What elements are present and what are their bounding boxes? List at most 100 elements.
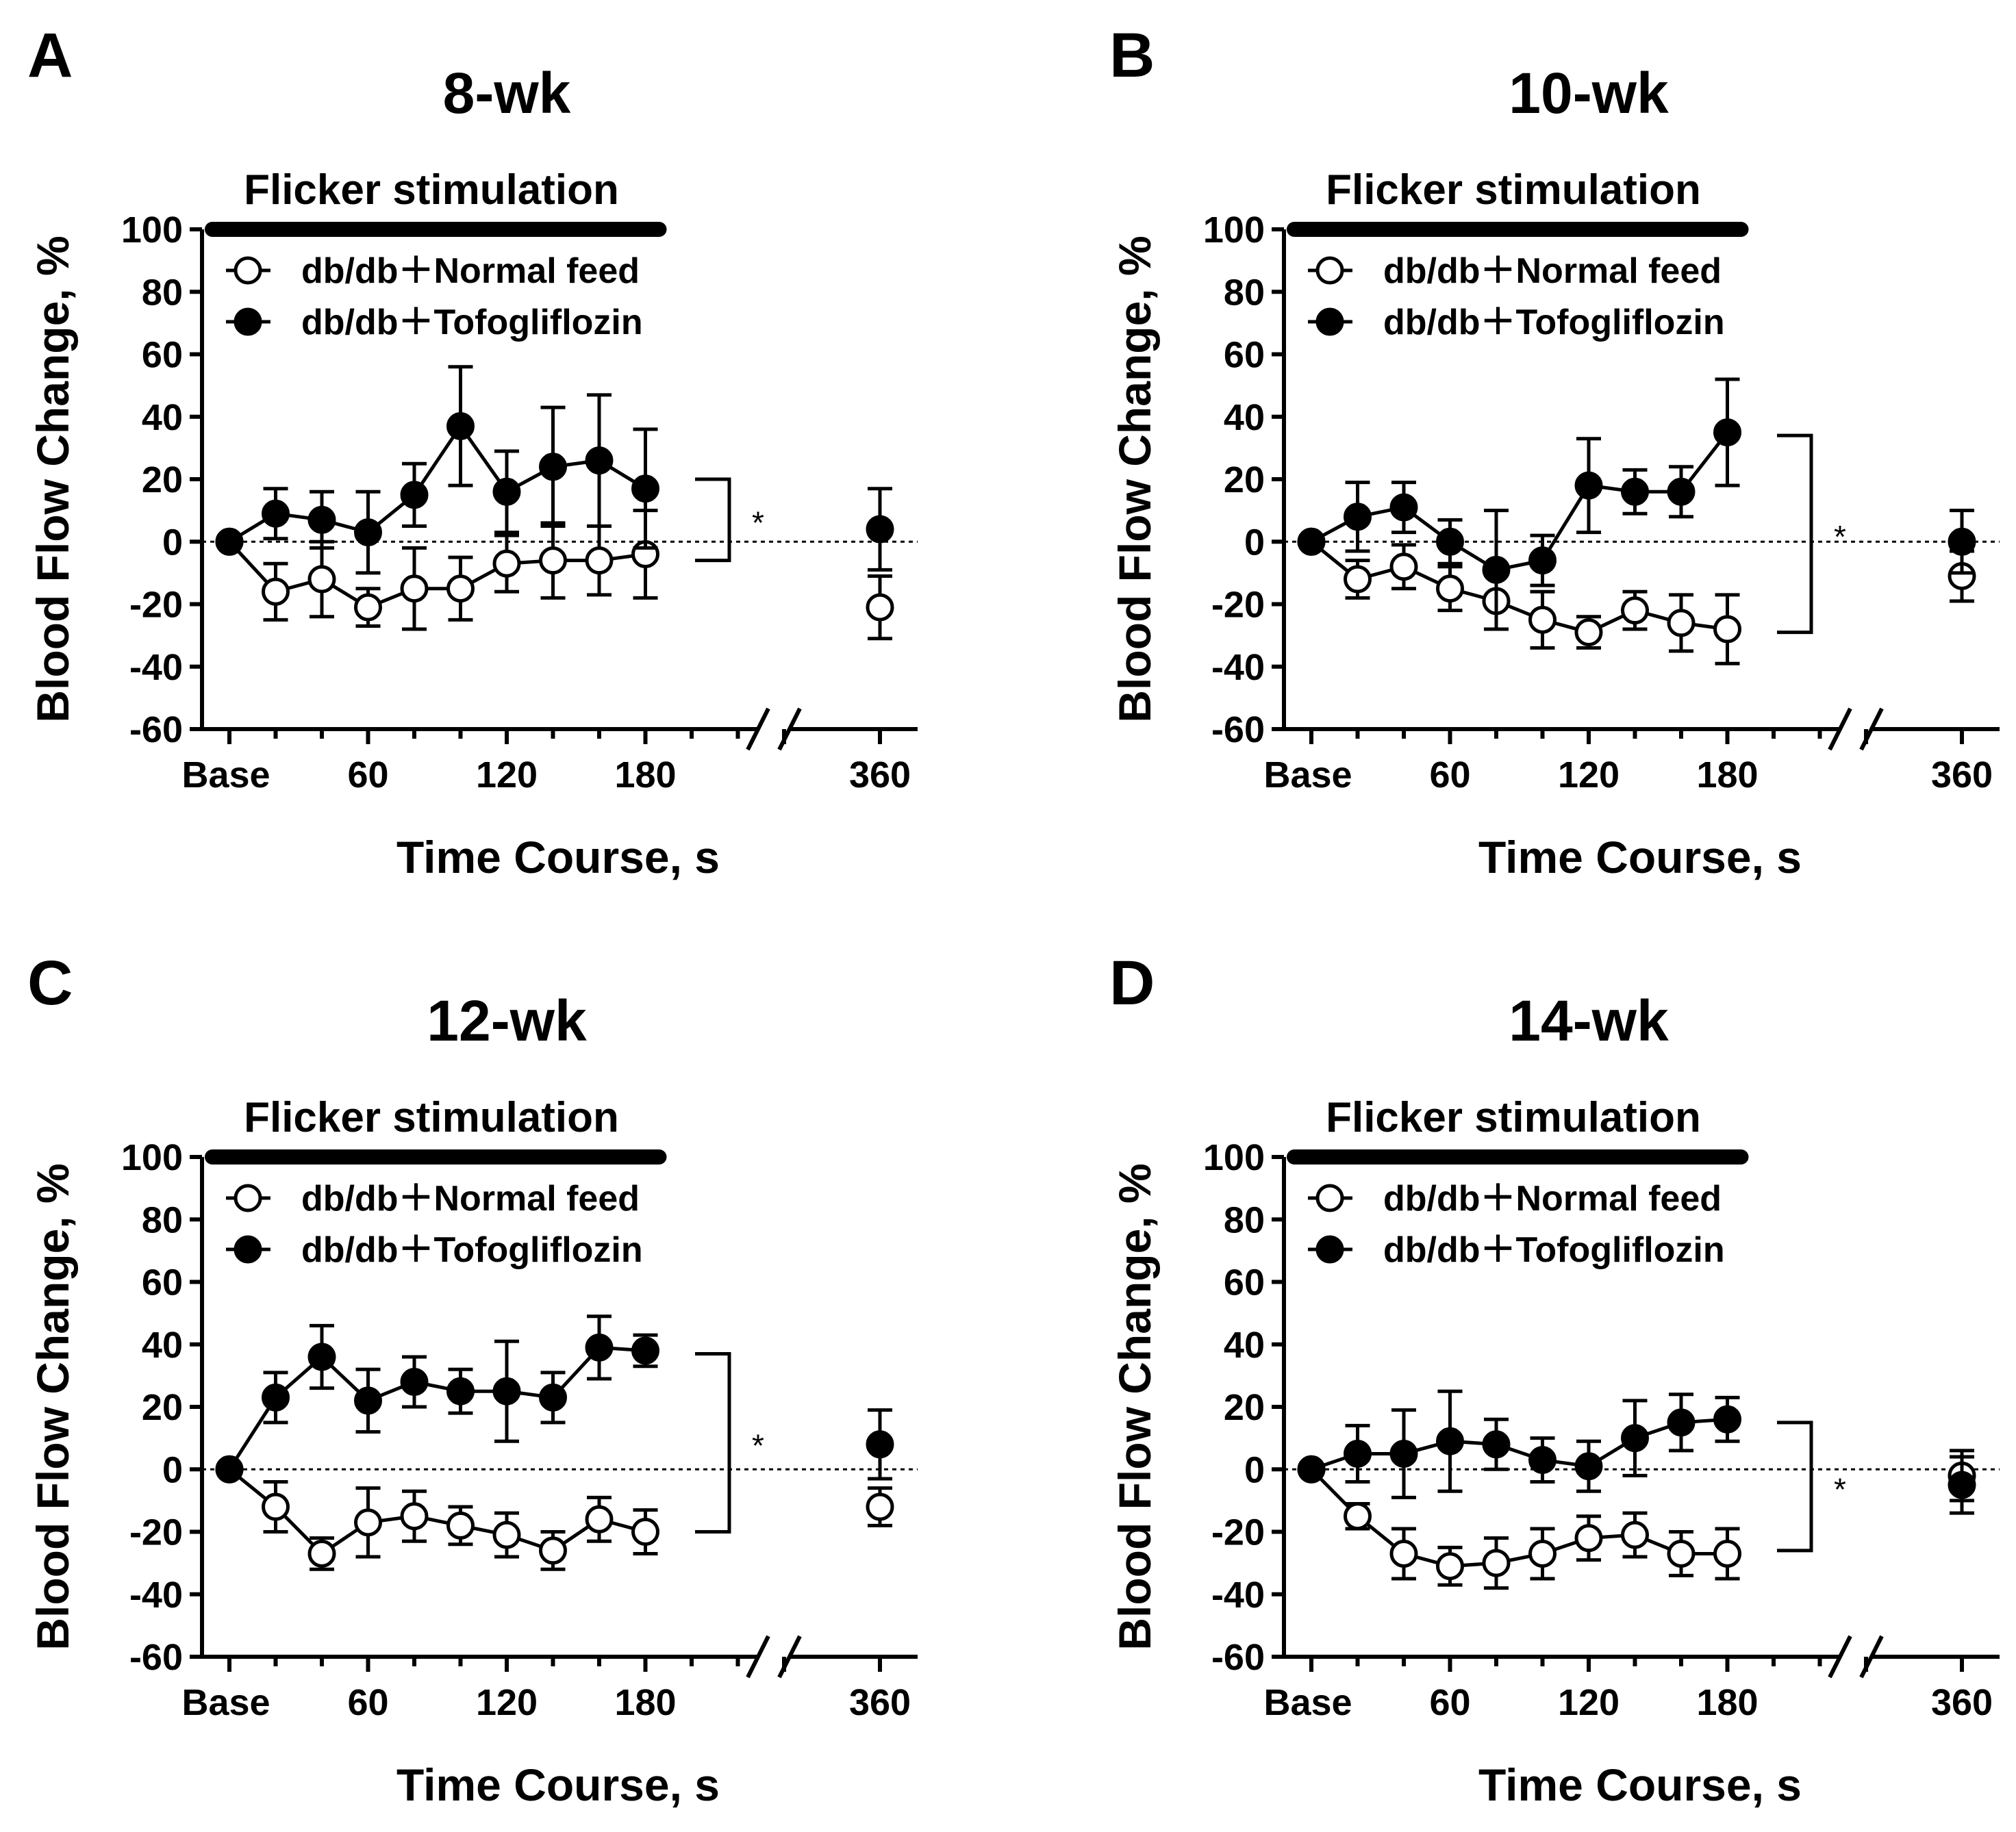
data-point-tofogliflozin [215,527,244,556]
significance-asterisk: * [1834,519,1846,555]
y-tick-label: 20 [1224,1387,1265,1428]
data-point-tofogliflozin [1297,1455,1326,1484]
y-tick-label: -20 [129,1512,183,1553]
y-axis-label: Blood Flow Change, % [27,236,78,722]
y-tick-label: 60 [1224,335,1265,376]
y-tick-label: 100 [121,1137,183,1178]
data-point-normal-feed [307,565,336,594]
y-tick-label: 60 [1224,1262,1265,1303]
data-point-tofogliflozin [1389,493,1418,522]
panel-title: 14-wk [1509,989,1669,1053]
x-tick-label: 180 [614,1682,676,1723]
data-point-normal-feed [1621,1521,1649,1549]
series-line-normal-feed [1310,1468,1728,1568]
y-axis-label: Blood Flow Change, % [27,1163,78,1650]
data-point-normal-feed-360s [866,1492,894,1521]
significance-bracket [695,477,731,563]
x-tick-label: 180 [1696,754,1758,796]
data-point-tofogliflozin [1667,1408,1696,1437]
x-tick-label: 120 [1558,754,1620,796]
x-tick-label: 60 [347,1682,388,1723]
data-point-tofogliflozin [1297,527,1326,556]
legend-entry: db/db＋Normal feed [301,251,640,291]
legend-entry: db/db＋Normal feed [1383,251,1722,291]
panel-title: 12-wk [427,989,587,1053]
data-point-tofogliflozin [1436,1427,1464,1455]
x-axis-label: Time Course, s [1478,1759,1802,1810]
y-tick-label: 100 [1203,1137,1265,1178]
data-point-normal-feed [1344,565,1372,594]
stimulation-label: Flicker stimulation [244,166,619,214]
data-point-tofogliflozin [1621,1424,1649,1453]
y-tick-label: 0 [162,1449,183,1490]
data-point-tofogliflozin [1713,1405,1741,1434]
data-point-tofogliflozin [446,411,475,440]
data-point-normal-feed [585,546,614,575]
y-tick-label: 80 [142,272,183,313]
data-point-tofogliflozin [354,1386,382,1415]
panel-b: B 10-wk Flicker stimulation -60 -40 -20 0 20 40 6… [1109,21,2000,882]
x-tick-label: 60 [347,754,388,796]
panel-letter: D [1109,948,1155,1018]
data-point-tofogliflozin-360s [1948,527,1976,556]
panel-letter: C [27,948,73,1018]
panel-letter: A [27,21,73,90]
y-tick-label: 20 [142,1387,183,1428]
data-point-tofogliflozin [539,453,567,481]
legend-filled-circle-marker [1315,307,1344,336]
x-axis-label: Time Course, s [396,1759,720,1810]
stimulation-label: Flicker stimulation [1326,1094,1701,1141]
series-line-tofogliflozin [228,423,646,544]
data-point-normal-feed [446,1511,475,1540]
data-point-tofogliflozin [585,446,614,475]
data-point-normal-feed [1528,1539,1557,1568]
data-point-tofogliflozin [1482,555,1511,584]
legend-filled-circle-marker [234,1235,262,1264]
data-point-tofogliflozin [1713,418,1741,447]
data-point-tofogliflozin [1667,477,1696,506]
data-point-tofogliflozin [1574,1452,1603,1481]
x-tick-label: 60 [1429,1682,1470,1723]
data-point-tofogliflozin [262,1383,290,1412]
legend-entry: db/db＋Tofogliflozin [1383,303,1725,342]
y-tick-label: 40 [142,1325,183,1366]
y-tick-label: -60 [129,1637,183,1678]
data-point-tofogliflozin [1344,1439,1372,1468]
data-point-tofogliflozin [354,518,382,547]
x-tick-label: Base [1263,1682,1352,1723]
significance-asterisk: * [752,1427,764,1463]
data-point-normal-feed [262,1492,290,1521]
axis-break-mark [746,707,770,751]
y-tick-label: -60 [1211,709,1265,750]
y-tick-label: 20 [1224,459,1265,500]
series-line-tofogliflozin [227,1345,646,1471]
data-point-normal-feed [354,593,382,622]
y-tick-label: -20 [1211,1512,1265,1553]
y-tick-label: 80 [1224,272,1265,313]
y-tick-label: 0 [1244,522,1265,563]
data-point-normal-feed [1667,609,1696,637]
data-point-tofogliflozin [585,1333,614,1362]
y-tick-label: 80 [142,1199,183,1241]
y-axis-label: Blood Flow Change, % [1109,236,1160,722]
data-point-tofogliflozin [307,505,336,534]
x-axis-label: Time Course, s [396,832,720,882]
stimulation-label: Flicker stimulation [1326,166,1701,214]
data-point-normal-feed [1482,1549,1511,1577]
legend-entry: db/db＋Tofogliflozin [301,1230,643,1270]
y-tick-label: 40 [142,397,183,438]
data-point-tofogliflozin [631,1336,659,1365]
x-tick-label: Base [181,754,270,796]
data-point-tofogliflozin [631,474,659,503]
data-point-normal-feed [400,574,429,603]
data-point-normal-feed [1344,1502,1372,1531]
y-tick-label: -60 [129,709,183,750]
legend-entry: db/db＋Tofogliflozin [1383,1230,1725,1270]
legend-entry: db/db＋Tofogliflozin [301,303,643,342]
y-tick-label: 0 [162,522,183,563]
data-point-tofogliflozin [1389,1439,1418,1468]
x-tick-label: 60 [1429,754,1470,796]
x-tick-label: 360 [849,1682,911,1723]
data-point-tofogliflozin-360s [866,515,894,544]
data-point-normal-feed [307,1539,336,1568]
